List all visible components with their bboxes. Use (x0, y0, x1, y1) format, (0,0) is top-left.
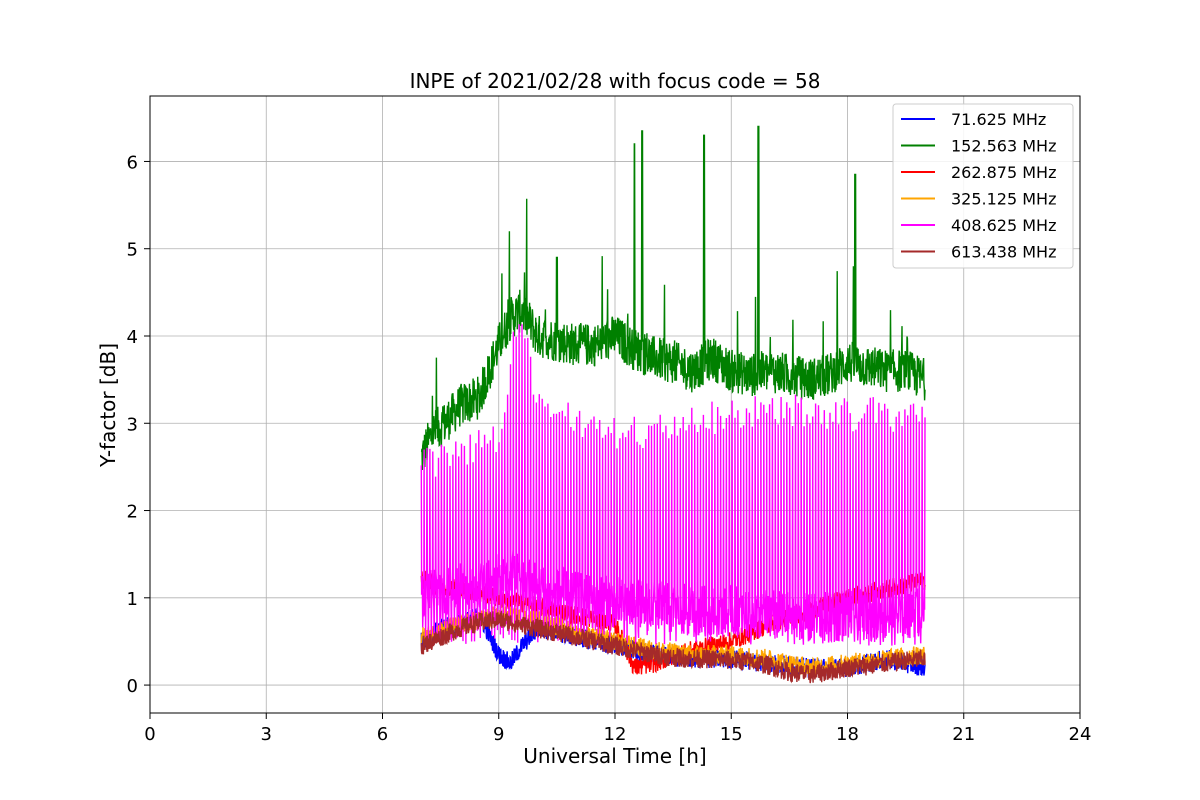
x-axis-label: Universal Time [h] (523, 744, 706, 768)
legend-entry: 71.625 MHz (951, 110, 1046, 129)
y-tick-label: 4 (127, 327, 138, 348)
x-tick-label: 18 (836, 724, 859, 745)
y-tick-label: 1 (127, 589, 138, 610)
legend-entry: 613.438 MHz (951, 243, 1056, 262)
legend: 71.625 MHz 152.563 MHz 262.875 MHz 325.125 … (892, 103, 1074, 269)
series-line-5 (420, 610, 926, 684)
series-line-1 (420, 125, 926, 471)
x-tick-label: 21 (952, 724, 975, 745)
legend-entry: 408.625 MHz (951, 216, 1056, 235)
y-tick-label: 6 (127, 152, 138, 173)
x-tick-label: 6 (377, 724, 388, 745)
x-tick-label: 12 (604, 724, 627, 745)
legend-entry: 325.125 MHz (951, 190, 1056, 209)
x-tick-label: 24 (1069, 724, 1092, 745)
chart-title: INPE of 2021/02/28 with focus code = 58 (410, 69, 821, 93)
plot-area (420, 125, 926, 684)
legend-entry: 262.875 MHz (951, 163, 1056, 182)
legend-entry: 152.563 MHz (951, 137, 1056, 156)
y-tick-label: 2 (127, 502, 138, 523)
legend-box (892, 103, 1074, 269)
x-tick-label: 3 (261, 724, 272, 745)
x-tick-label: 0 (144, 724, 155, 745)
y-axis-label: Y-factor [dB] (96, 343, 120, 468)
series-line-4 (420, 324, 926, 646)
y-tick-label: 3 (127, 414, 138, 435)
x-tick-label: 15 (720, 724, 743, 745)
y-tick-label: 5 (127, 240, 138, 261)
x-tick-label: 9 (493, 724, 504, 745)
y-tick-label: 0 (127, 676, 138, 697)
